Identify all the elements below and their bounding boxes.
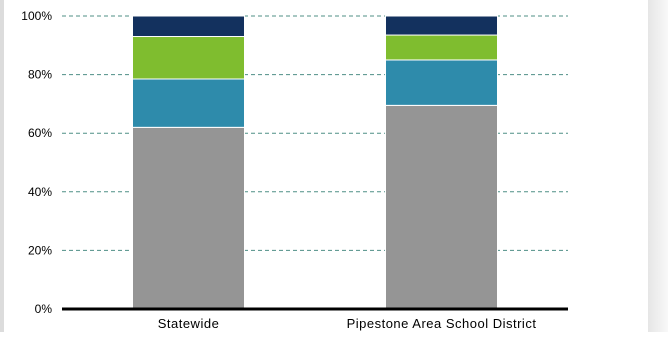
y-tick-label: 20%	[28, 243, 52, 257]
bar-segment	[132, 36, 245, 80]
bar-segment	[385, 59, 498, 106]
y-tick-label: 100%	[21, 9, 52, 23]
bar-segment	[385, 15, 498, 36]
y-tick-label: 80%	[28, 68, 52, 82]
y-tick-label: 0%	[35, 302, 53, 316]
y-tick-label: 60%	[28, 126, 52, 140]
bar-segment	[132, 78, 245, 128]
bar-segment	[385, 104, 498, 310]
frame-right-shadow	[648, 0, 668, 332]
frame-left-edge	[0, 0, 4, 332]
x-tick-label: Pipestone Area School District	[347, 316, 537, 331]
y-tick-labels: 0% 20% 40% 60% 80% 100%	[21, 9, 52, 316]
stacked-bar-chart: 0% 20% 40% 60% 80% 100% Statewide Pipestone Ar…	[21, 9, 568, 331]
x-tick-labels: Statewide Pipestone Area School District	[158, 316, 537, 331]
y-tick-label: 40%	[28, 185, 52, 199]
bar-segment	[132, 126, 245, 310]
x-tick-label: Statewide	[158, 316, 220, 331]
bar-segment	[385, 34, 498, 61]
bar-segment	[132, 15, 245, 38]
bars	[132, 15, 498, 310]
